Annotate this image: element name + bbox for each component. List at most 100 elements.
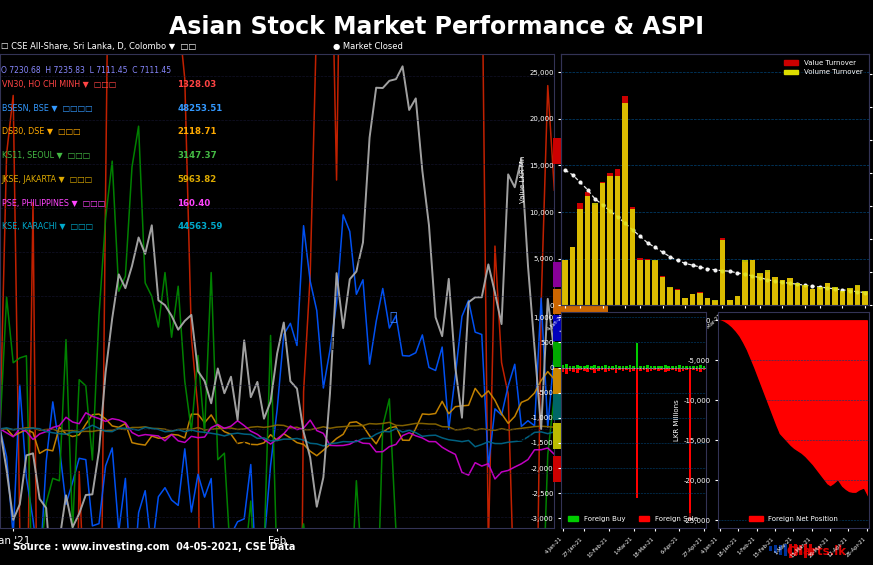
Legend: Foreign Net Position: Foreign Net Position	[746, 513, 841, 525]
Bar	[804, 544, 808, 558]
FancyBboxPatch shape	[553, 262, 608, 287]
Bar	[611, 368, 614, 370]
Bar	[667, 288, 673, 305]
Bar	[817, 288, 822, 305]
Bar	[639, 366, 642, 368]
Bar	[682, 368, 684, 371]
Bar	[703, 368, 705, 370]
Bar	[809, 289, 815, 305]
Bar	[794, 544, 797, 556]
Bar	[664, 365, 667, 368]
Bar	[646, 368, 649, 372]
Bar	[825, 282, 830, 305]
Bar	[840, 292, 845, 305]
Bar	[682, 298, 688, 305]
FancyBboxPatch shape	[553, 394, 608, 420]
Bar	[817, 288, 822, 305]
Bar	[660, 277, 665, 305]
Bar	[712, 300, 718, 305]
Bar	[750, 260, 755, 305]
Bar	[601, 368, 603, 370]
Bar	[629, 209, 636, 305]
Bar	[750, 260, 755, 305]
Text: Asian Stock Market Performance & ASPI: Asian Stock Market Performance & ASPI	[169, 15, 704, 39]
Text: Ⓟ: Ⓟ	[390, 311, 397, 324]
Text: DS30, DSE ▼  □□□: DS30, DSE ▼ □□□	[2, 128, 80, 137]
Bar	[608, 366, 610, 368]
Text: 🇻🇳: 🇻🇳	[504, 129, 527, 149]
Bar	[705, 298, 711, 305]
Bar	[742, 260, 748, 305]
Bar	[809, 289, 815, 305]
Bar	[799, 545, 802, 555]
Text: ● Market Closed: ● Market Closed	[333, 42, 402, 51]
Bar	[604, 368, 607, 372]
Text: PSE, PHILIPPINES ▼  □□□: PSE, PHILIPPINES ▼ □□□	[2, 199, 105, 208]
Bar	[667, 286, 673, 305]
Bar	[615, 176, 621, 305]
Bar	[570, 247, 575, 305]
Bar	[646, 365, 649, 368]
Bar	[622, 366, 624, 368]
Bar	[862, 292, 868, 305]
Bar	[645, 260, 650, 305]
Bar	[597, 366, 600, 368]
Bar	[594, 364, 596, 368]
Bar	[692, 366, 695, 368]
Bar	[629, 365, 631, 368]
Bar	[562, 260, 568, 305]
Bar	[712, 301, 718, 305]
Bar	[585, 196, 590, 305]
Bar	[580, 366, 582, 368]
Bar	[577, 209, 583, 305]
Bar	[671, 366, 674, 368]
Legend: Foreign Buy, Foreign Sale: Foreign Buy, Foreign Sale	[565, 513, 701, 525]
FancyBboxPatch shape	[553, 138, 608, 164]
Text: JKSE, JAKARTA ▼  □□□: JKSE, JAKARTA ▼ □□□	[2, 175, 93, 184]
Bar	[768, 546, 773, 551]
Bar	[696, 368, 698, 371]
Bar	[608, 176, 613, 305]
Bar	[671, 368, 674, 370]
FancyBboxPatch shape	[553, 289, 608, 314]
FancyBboxPatch shape	[553, 368, 608, 394]
Bar	[562, 365, 565, 368]
Bar	[847, 289, 853, 305]
Bar	[847, 288, 853, 305]
Bar	[855, 286, 860, 305]
Bar	[719, 238, 725, 305]
Bar	[668, 366, 670, 368]
Text: 🇰🇷: 🇰🇷	[396, 289, 413, 303]
Bar	[615, 364, 617, 368]
Text: 🇮🇩: 🇮🇩	[516, 429, 532, 442]
Bar	[699, 365, 702, 368]
Text: 21.63%: 21.63%	[564, 146, 597, 155]
Bar	[772, 277, 778, 305]
Bar	[664, 368, 667, 372]
Text: 🇵🇭: 🇵🇭	[236, 441, 252, 455]
Bar	[569, 366, 572, 368]
Bar	[689, 366, 691, 368]
Bar	[611, 366, 614, 368]
Bar	[592, 205, 598, 305]
Bar	[660, 366, 663, 368]
Bar	[618, 368, 621, 370]
Bar	[566, 363, 568, 368]
Bar	[780, 280, 785, 305]
Bar	[675, 368, 677, 371]
Bar	[573, 366, 575, 368]
Bar	[794, 283, 801, 305]
Bar	[652, 260, 658, 305]
Bar	[678, 365, 681, 368]
Bar	[576, 368, 579, 372]
Bar	[587, 365, 589, 368]
Bar	[682, 366, 684, 368]
Bar	[625, 368, 628, 370]
Text: -0.27%: -0.27%	[565, 403, 596, 412]
Bar	[637, 258, 643, 305]
Bar	[604, 365, 607, 368]
Bar	[570, 247, 575, 305]
Bar	[855, 285, 860, 305]
Bar	[727, 300, 732, 305]
Bar	[615, 368, 617, 373]
